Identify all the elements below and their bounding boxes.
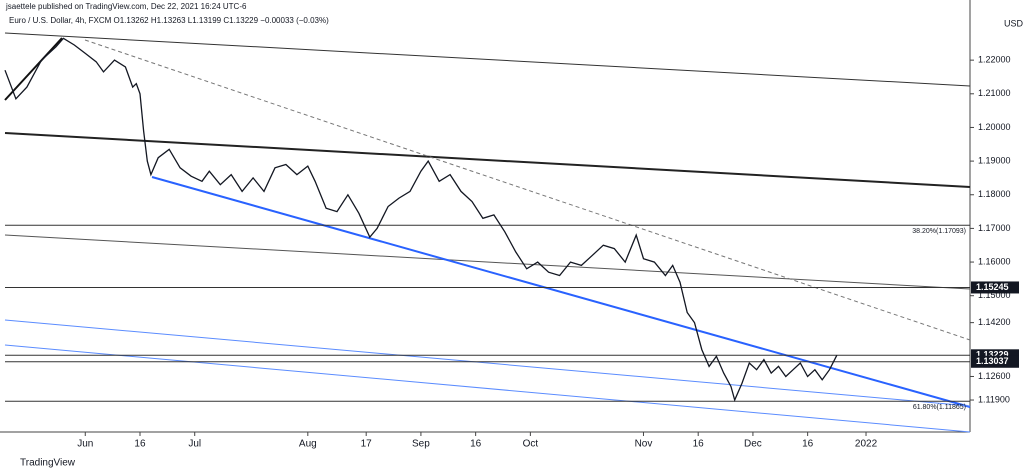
x-tick-label: Nov: [635, 439, 653, 450]
y-tick-label: 1.21000: [978, 88, 1011, 98]
trendline: [151, 176, 971, 408]
title: Euro / U.S. Dollar, 4h, FXCM O1.13262 H1…: [9, 16, 329, 25]
y-tick-label: 1.19000: [978, 155, 1011, 165]
x-tick-label: 16: [134, 439, 146, 450]
y-tick-label: 1.14200: [978, 317, 1011, 327]
y-tick-label: 1.20000: [978, 122, 1011, 132]
trendline: [4, 32, 971, 87]
y-tick-label: 1.15000: [978, 290, 1011, 300]
x-tick-label: 16: [693, 439, 705, 450]
x-tick-label: Oct: [523, 439, 539, 450]
price-box: [971, 281, 1019, 294]
x-tick-label: Sep: [412, 439, 430, 450]
trendline: [4, 132, 971, 188]
trendline: [4, 344, 971, 433]
y-tick-label: 1.11900: [978, 394, 1010, 404]
price-label: 1.13037: [976, 356, 1009, 366]
x-tick-label: Aug: [299, 439, 317, 450]
fib-label: 38.20%(1.17093): [912, 228, 966, 235]
trendline: [84, 39, 971, 341]
price-label: 1.13229: [976, 350, 1009, 360]
trendline: [4, 319, 971, 407]
x-tick-label: 16: [802, 439, 814, 450]
x-tick-label: Dec: [744, 439, 762, 450]
y-tick-label: 1.17000: [978, 223, 1011, 233]
y-tick-label: 1.16000: [978, 256, 1011, 266]
header: jsaettele published on TradingView.com, …: [5, 2, 247, 11]
trendline: [4, 234, 971, 290]
x-tick-label: 16: [470, 439, 482, 450]
price-label: 1.15245: [976, 282, 1009, 292]
x-tick-label: 17: [361, 439, 373, 450]
x-tick-label: Jun: [77, 439, 93, 450]
watermark: TradingView: [20, 458, 76, 469]
y-tick-label: 1.12600: [978, 371, 1011, 381]
x-tick-label: 2022: [855, 439, 878, 450]
y-tick-label: 1.18000: [978, 189, 1011, 199]
currency: USD: [1004, 18, 1024, 28]
y-tick-label: 1.22000: [978, 55, 1011, 65]
trendline: [4, 37, 63, 101]
price-line-series: [4, 37, 838, 402]
price-box: [971, 355, 1019, 368]
fib-label: 61.80%(1.11865): [913, 404, 966, 411]
x-tick-label: Jul: [188, 439, 201, 450]
trendlines: [4, 32, 971, 433]
